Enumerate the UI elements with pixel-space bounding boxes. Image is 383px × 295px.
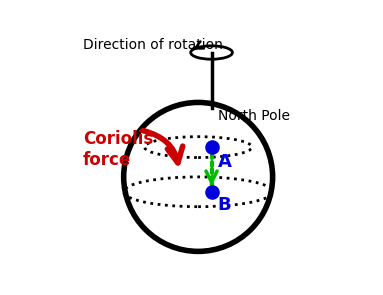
Point bbox=[208, 145, 214, 150]
Text: Direction of rotation: Direction of rotation bbox=[83, 38, 223, 52]
Point bbox=[208, 189, 214, 194]
Text: Coriolis
force: Coriolis force bbox=[83, 130, 153, 169]
Text: B: B bbox=[218, 196, 231, 214]
Text: North Pole: North Pole bbox=[218, 109, 290, 123]
Text: A: A bbox=[218, 153, 231, 171]
